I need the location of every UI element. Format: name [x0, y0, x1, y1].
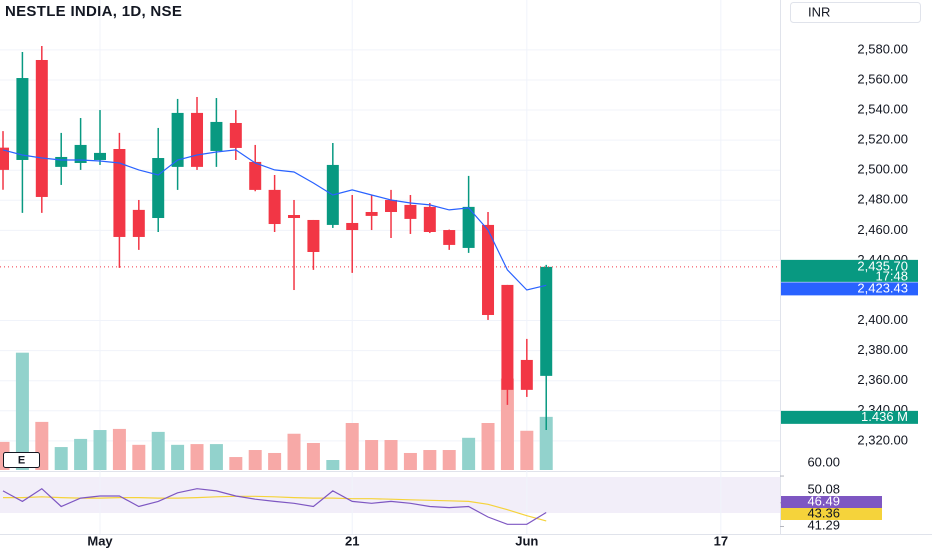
- volume-bar: [229, 457, 243, 470]
- volume-bar: [481, 423, 495, 470]
- volume-bar: [190, 444, 204, 470]
- rsi-label: 43.36: [807, 505, 840, 520]
- volume-bar: [248, 450, 262, 470]
- volume-bar: [384, 440, 398, 470]
- volume-bar: [403, 452, 417, 470]
- y-tick-label: 2,540.00: [857, 101, 908, 116]
- currency-box[interactable]: [790, 2, 921, 23]
- candle-body: [365, 211, 378, 216]
- candle-body: [94, 152, 107, 160]
- ma-label: 2,423.43: [857, 280, 908, 295]
- candle-body: [16, 78, 29, 160]
- candle-body: [540, 266, 553, 376]
- volume-bar: [306, 442, 320, 470]
- candle-body: [385, 199, 398, 212]
- volume-bar: [442, 450, 456, 470]
- candle-body: [307, 219, 320, 252]
- chart-title: NESTLE INDIA, 1D, NSE: [5, 3, 182, 20]
- volume-bar: [93, 430, 107, 470]
- volume-bar: [365, 440, 379, 470]
- candle-body: [482, 224, 495, 315]
- last-price-label: 2,435.70: [857, 258, 908, 273]
- volume-bar: [287, 433, 301, 470]
- rsi-band: [0, 477, 780, 513]
- ma-tag: [781, 282, 918, 296]
- volume-bar: [520, 430, 534, 470]
- candle-body: [113, 148, 126, 237]
- earnings-marker[interactable]: E: [18, 454, 25, 466]
- x-tick-label: May: [87, 533, 113, 548]
- volume-bar: [15, 352, 29, 470]
- volume-bar: [500, 378, 514, 470]
- earnings-box[interactable]: [3, 452, 40, 468]
- candle-body: [249, 161, 262, 190]
- candle-body: [268, 189, 281, 225]
- last-price-tag: [781, 259, 918, 282]
- y-tick-label: 2,520.00: [857, 132, 908, 147]
- candle-body: [288, 215, 301, 219]
- volume: [0, 352, 553, 470]
- candle-body: [0, 147, 10, 170]
- candle-body: [229, 122, 242, 148]
- volume-bar: [54, 447, 68, 470]
- y-tick-label: 2,380.00: [857, 342, 908, 357]
- candle-body: [55, 156, 68, 167]
- y-tick-label: 2,460.00: [857, 222, 908, 237]
- currency[interactable]: INR: [808, 4, 830, 19]
- y-tick-label: 2,560.00: [857, 71, 908, 86]
- candle-body: [520, 359, 533, 390]
- candle-body: [152, 158, 165, 219]
- volume-bar: [74, 438, 88, 470]
- candle-body: [423, 206, 436, 232]
- volume-bar: [209, 444, 223, 470]
- volume-bar: [132, 444, 146, 470]
- volume-bar: [326, 460, 340, 470]
- candle-body: [74, 144, 87, 163]
- volume-bar: [462, 437, 476, 470]
- volume-bar: [268, 452, 282, 470]
- y-tick-label: 2,400.00: [857, 312, 908, 327]
- candle-body: [404, 204, 417, 219]
- rsi-label: 46.49: [807, 493, 840, 508]
- rsi-value-tag: [781, 508, 882, 520]
- volume-bar: [171, 444, 185, 470]
- volume-label: 1.436 M: [861, 409, 908, 424]
- x-tick-label: 21: [345, 533, 359, 548]
- candle-body: [35, 59, 48, 197]
- y-tick-label: 2,320.00: [857, 432, 908, 447]
- candles: [0, 46, 553, 431]
- rsi-value-tag: [781, 496, 882, 508]
- candle-body: [171, 112, 184, 167]
- countdown: 17:48: [875, 268, 908, 283]
- rsi-label: 41.29: [807, 517, 840, 532]
- rsi-line: [2, 487, 547, 525]
- candle-body: [443, 230, 456, 245]
- volume-bar: [423, 450, 437, 470]
- x-tick-label: 17: [714, 533, 728, 548]
- candle-body: [501, 284, 514, 390]
- x-tick-label: Jun: [515, 533, 538, 548]
- y-tick-label: 2,480.00: [857, 192, 908, 207]
- volume-bar: [112, 428, 126, 470]
- y-tick-label: 2,360.00: [857, 372, 908, 387]
- y-tick-label: 2,580.00: [857, 41, 908, 56]
- rsi-label: 60.00: [807, 455, 840, 470]
- candle-body: [346, 222, 359, 231]
- volume-bar: [345, 423, 359, 470]
- rsi-ma-line: [3, 495, 547, 522]
- moving-average: [2, 149, 547, 291]
- candle-body: [210, 121, 223, 151]
- rsi-label: 50.08: [807, 481, 840, 496]
- candle-body: [191, 112, 204, 167]
- volume-tag: [781, 410, 918, 424]
- candle-body: [462, 206, 475, 248]
- y-tick-label: 2,500.00: [857, 162, 908, 177]
- volume-bar: [539, 416, 553, 470]
- volume-bar: [151, 431, 165, 470]
- candle-body: [132, 209, 145, 237]
